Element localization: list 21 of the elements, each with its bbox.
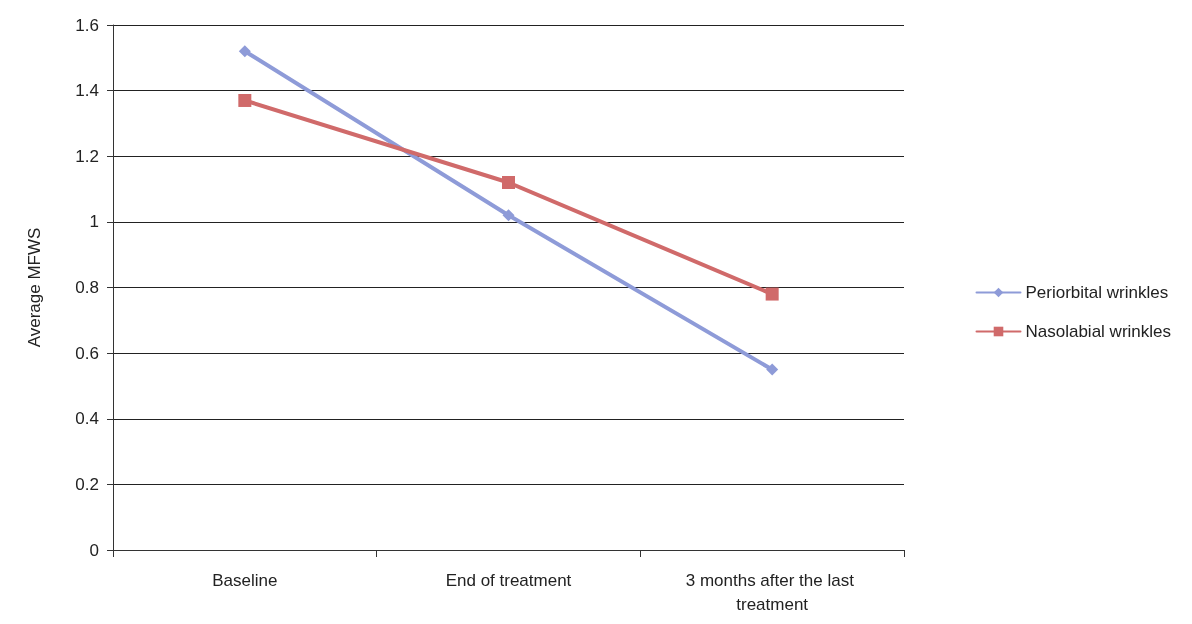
y-tick-label: 1.6: [75, 15, 99, 35]
y-tick-label: 0.8: [75, 278, 99, 297]
point: [502, 176, 515, 189]
y-axis-title: Average MFWS: [25, 227, 44, 348]
point: [766, 363, 779, 376]
y-tick-label: 0: [89, 540, 99, 560]
x-tick-label: End of treatment: [445, 570, 572, 590]
y-tick-label: 1: [89, 212, 99, 232]
y-tick-label: 0.2: [75, 474, 99, 494]
point: [238, 45, 251, 58]
x-tick-label: Baseline: [212, 570, 278, 590]
y-tick-label: 0.4: [75, 409, 99, 429]
y-tick-label: 1.2: [75, 146, 99, 166]
point: [238, 93, 252, 107]
point: [765, 287, 779, 301]
legend-label: Nasolabial wrinkles: [1025, 322, 1172, 341]
x-tick-label: 3 months after the last treatment: [685, 570, 859, 614]
y-tick-label: 1.4: [75, 81, 99, 101]
point: [502, 209, 515, 222]
y-tick-label: 0.6: [75, 343, 99, 363]
legend-label: Periorbital wrinkles: [1025, 283, 1169, 302]
